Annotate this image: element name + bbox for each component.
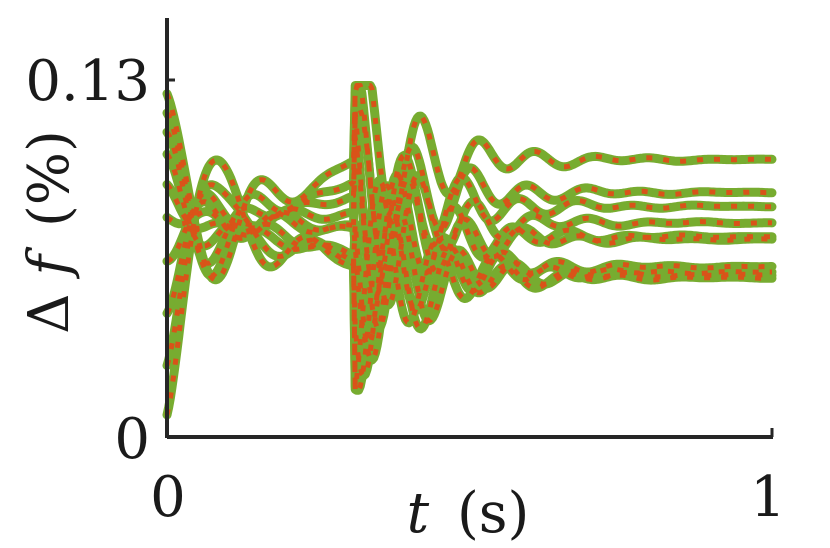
- x-axis-label: t (s): [407, 481, 530, 546]
- series-dotted-3: [164, 109, 773, 298]
- y-axis-unit: (%): [17, 130, 82, 227]
- x-axis-unit: (s): [457, 481, 529, 546]
- series-line-2: [162, 81, 777, 281]
- series-dotted-7: [166, 183, 773, 393]
- series-dotted-9: [164, 182, 773, 367]
- x-tick-label-left: 0: [150, 465, 186, 530]
- series-line-1: [162, 81, 777, 285]
- y-tick-label-bottom: 0: [114, 407, 150, 472]
- x-axis-var: t: [407, 481, 430, 546]
- x-tick-label-right: 1: [750, 465, 786, 530]
- y-axis-var: f: [17, 246, 82, 280]
- series-line-6: [162, 133, 777, 333]
- series-dotted-8: [164, 178, 773, 392]
- series-layer: [162, 81, 777, 420]
- series-dotted-4: [164, 106, 773, 308]
- y-axis-label: Δ f (%): [17, 130, 82, 334]
- y-axis-delta: Δ: [17, 293, 82, 333]
- series-dotted-10: [164, 157, 773, 416]
- y-tick-label-top: 0.13: [25, 49, 150, 114]
